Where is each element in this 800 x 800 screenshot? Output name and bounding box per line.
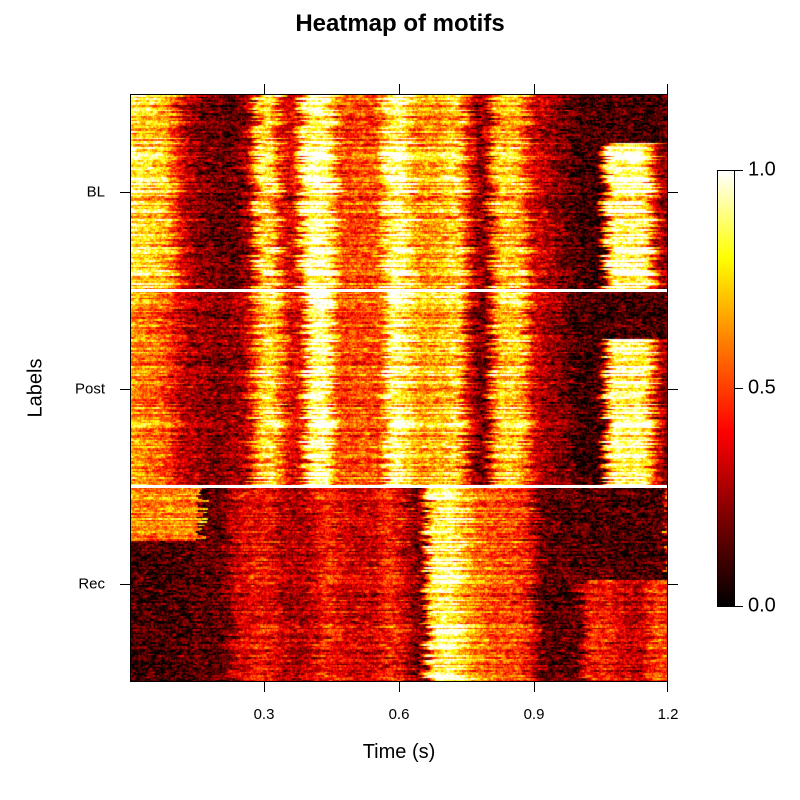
block-separator [130, 289, 668, 292]
colorbar-label-max: 1.0 [748, 158, 776, 181]
y-tick-label-post: Post [74, 380, 105, 398]
y-tick-mark-right [668, 584, 678, 585]
chart-title: Heatmap of motifs [295, 10, 505, 37]
colorbar-tick [735, 170, 743, 171]
x-tick-label: 0.6 [388, 706, 410, 723]
y-tick-mark [120, 389, 130, 390]
colorbar-tick [735, 606, 743, 607]
y-tick-mark-right [668, 192, 678, 193]
x-tick-mark [264, 682, 265, 692]
x-tick-label: 0.3 [253, 706, 275, 723]
x-tick-mark [667, 682, 668, 692]
x-tick-mark-top [534, 84, 535, 94]
x-tick-mark [399, 682, 400, 692]
x-tick-label: 0.9 [523, 706, 545, 723]
colorbar-tick [735, 388, 743, 389]
y-tick-label-bl: BL [86, 183, 105, 201]
y-tick-mark [120, 192, 130, 193]
x-tick-mark-top [264, 84, 265, 94]
colorbar-label-min: 0.0 [748, 594, 776, 617]
x-tick-label: 1.2 [657, 706, 679, 723]
heatmap-canvas [130, 94, 668, 682]
x-axis-title: Time (s) [362, 741, 436, 763]
y-tick-mark [120, 584, 130, 585]
x-tick-mark-top [399, 84, 400, 94]
block-separator [130, 485, 668, 488]
colorbar-label-mid: 0.5 [748, 376, 776, 399]
y-tick-mark-right [668, 389, 678, 390]
colorbar [717, 170, 735, 607]
x-tick-mark-top [667, 84, 668, 94]
x-tick-mark [534, 682, 535, 692]
y-axis-title: Labels [24, 358, 47, 418]
y-tick-label-rec: Rec [78, 575, 105, 593]
